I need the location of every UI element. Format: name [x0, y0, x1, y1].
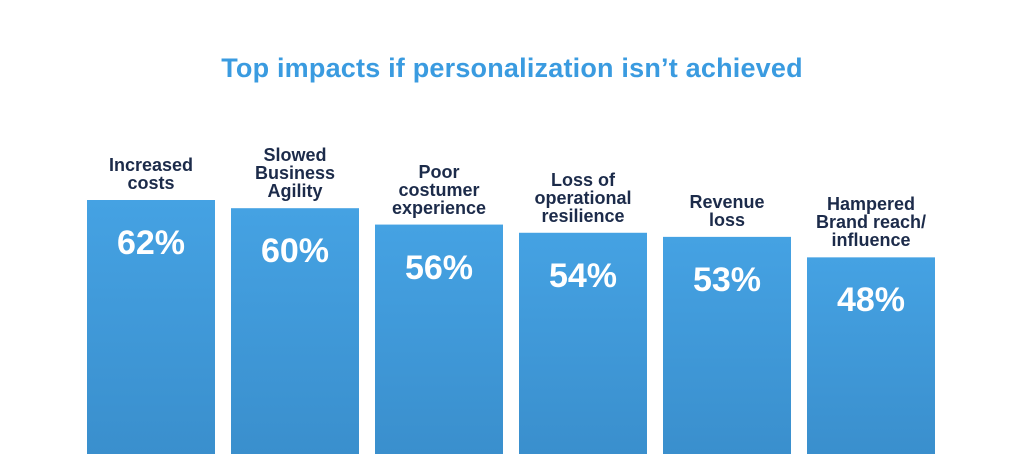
value-label-6: 48% [836, 281, 906, 320]
value-label-1: 62% [116, 224, 186, 262]
category-label-5: Revenue loss [689, 191, 765, 230]
value-label-4: 54% [548, 256, 618, 295]
bars-group [87, 200, 935, 454]
category-label-6: Hampered Brand reach/ influence [815, 194, 927, 251]
bar-2 [231, 208, 359, 454]
category-label-4: Loss of operational resilience [534, 169, 632, 226]
bar-3 [375, 224, 503, 454]
bar-5 [663, 236, 791, 454]
category-label-2: Slowed Business Agility [254, 145, 336, 202]
bar-1 [87, 200, 215, 454]
bar-4 [519, 232, 647, 454]
bar-6 [807, 257, 935, 454]
value-label-5: 53% [692, 260, 762, 299]
category-label-1: Increased costs [108, 155, 194, 193]
category-label-3: Poor costumer experience [391, 161, 487, 218]
value-label-3: 56% [404, 248, 474, 287]
value-label-2: 60% [260, 232, 330, 271]
chart-title: Top impacts if personalization isn’t ach… [221, 53, 803, 83]
